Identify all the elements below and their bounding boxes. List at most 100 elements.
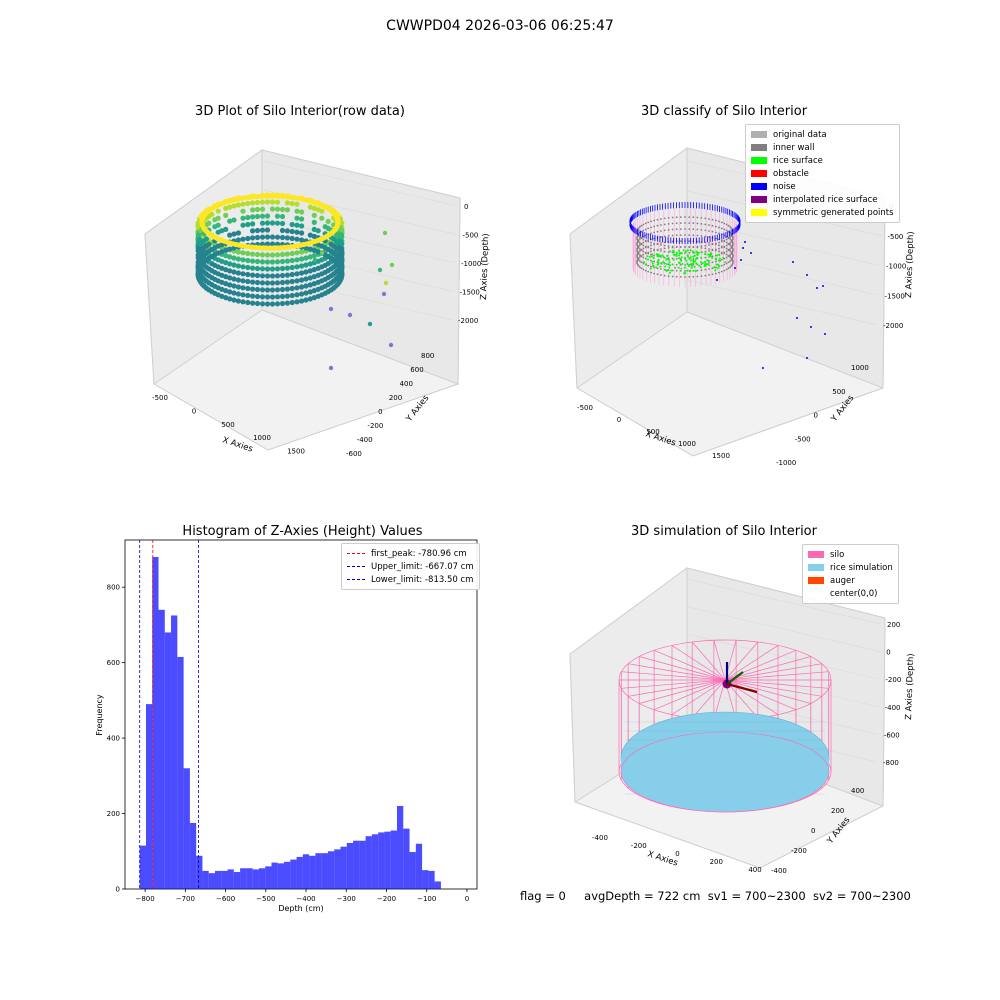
histogram-bar (409, 852, 416, 889)
data-point (223, 205, 229, 211)
inner-wall-point (708, 268, 710, 270)
data-point (235, 263, 241, 269)
grid-line (686, 279, 878, 326)
data-point (245, 250, 251, 257)
data-point (264, 234, 271, 240)
data-point (269, 206, 276, 212)
x-tick-label: -500 (152, 394, 168, 402)
data-point (245, 299, 251, 306)
rice-surface-point (722, 256, 725, 259)
data-point (269, 301, 276, 307)
legend-line-sample (347, 566, 365, 567)
x-tick-label: 1000 (678, 440, 696, 448)
data-point (250, 200, 256, 206)
data-point (319, 215, 325, 221)
panel3-xlabel: Depth (cm) (278, 904, 323, 913)
data-point (235, 256, 241, 262)
rice-surface-point (694, 260, 696, 263)
inner-wall-point (727, 242, 730, 245)
rice-surface-point (707, 253, 710, 256)
rice-surface-point (668, 258, 671, 261)
legend-swatch (751, 170, 767, 177)
legend-item: center(0,0) (808, 587, 893, 600)
rice-surface-point (704, 262, 707, 265)
inner-wall-point (642, 223, 645, 226)
data-point (235, 277, 241, 283)
inner-wall-point (684, 222, 686, 224)
legend-item: obstacle (751, 167, 894, 180)
z-tick-label: 200 (887, 621, 900, 629)
histogram-bar (171, 615, 178, 889)
data-point (231, 297, 237, 303)
rice-surface-point (673, 253, 676, 256)
data-point (231, 290, 237, 296)
inner-wall-point (711, 242, 714, 245)
data-point (284, 251, 290, 257)
inner-wall-point (679, 246, 682, 248)
rice-surface-point (708, 260, 711, 262)
rice-surface-point (690, 259, 693, 262)
inner-wall-point (729, 250, 731, 252)
inner-wall-point (730, 265, 733, 267)
data-point (264, 266, 271, 272)
inner-wall-point (656, 230, 659, 233)
data-point (303, 276, 309, 282)
inner-wall-point (653, 249, 655, 252)
x-tick-label: -200 (631, 842, 647, 850)
rice-surface-point (680, 256, 683, 259)
data-point (254, 234, 261, 241)
inner-wall-point (675, 246, 678, 249)
inner-wall-point (653, 260, 655, 263)
histogram-bar (227, 869, 234, 889)
data-point (259, 227, 266, 233)
rice-surface-point (666, 269, 669, 272)
data-point (240, 222, 246, 228)
inner-wall-point (640, 267, 643, 270)
inner-wall-point (667, 229, 670, 231)
data-point (284, 235, 290, 241)
histogram-bar (189, 822, 197, 889)
data-point (299, 237, 305, 243)
inner-wall-point (650, 220, 652, 223)
inner-wall-point (718, 247, 720, 250)
panel2-yticks: -1000 -500 0 500 1000 (776, 364, 869, 465)
rice-surface-point (689, 270, 692, 272)
data-point (231, 269, 237, 275)
rice-surface-point (647, 258, 649, 261)
legend-swatch (808, 551, 824, 558)
y-tick-label: 400 (851, 787, 864, 795)
inner-wall-point (696, 275, 699, 278)
inner-wall-point (656, 218, 659, 221)
inner-wall-point (708, 218, 710, 220)
rice-surface-point (698, 264, 701, 267)
noise-point (824, 333, 826, 335)
inner-wall-point (650, 241, 652, 244)
inner-wall-point (731, 263, 734, 266)
data-point (254, 206, 261, 213)
noise-point (792, 261, 794, 263)
outlier-point (312, 257, 318, 263)
data-point (274, 259, 281, 265)
inner-wall-point (671, 246, 674, 249)
x-tick-label: 1500 (712, 452, 730, 460)
data-point (254, 293, 261, 300)
silo-roof-line (628, 663, 726, 681)
silo-roof-line (671, 645, 726, 681)
data-point (274, 294, 281, 300)
inner-wall-point (640, 242, 643, 245)
rice-surface-point (651, 262, 654, 265)
inner-wall-point (660, 242, 662, 244)
inner-wall-point (692, 246, 695, 249)
rice-surface-point (672, 258, 675, 261)
data-point (235, 202, 241, 208)
y-tick-label: -400 (357, 436, 373, 444)
data-point (279, 234, 286, 241)
legend-item: interpolated rice surface (751, 193, 894, 206)
outlier-point (381, 291, 387, 297)
noise-point (744, 241, 746, 243)
histogram-bar (434, 881, 441, 889)
inner-wall-point (653, 272, 655, 275)
inner-wall-point (636, 252, 639, 255)
panel1-zlabel: Z Axies (Depth) (479, 233, 491, 300)
rice-surface-point (678, 249, 680, 252)
